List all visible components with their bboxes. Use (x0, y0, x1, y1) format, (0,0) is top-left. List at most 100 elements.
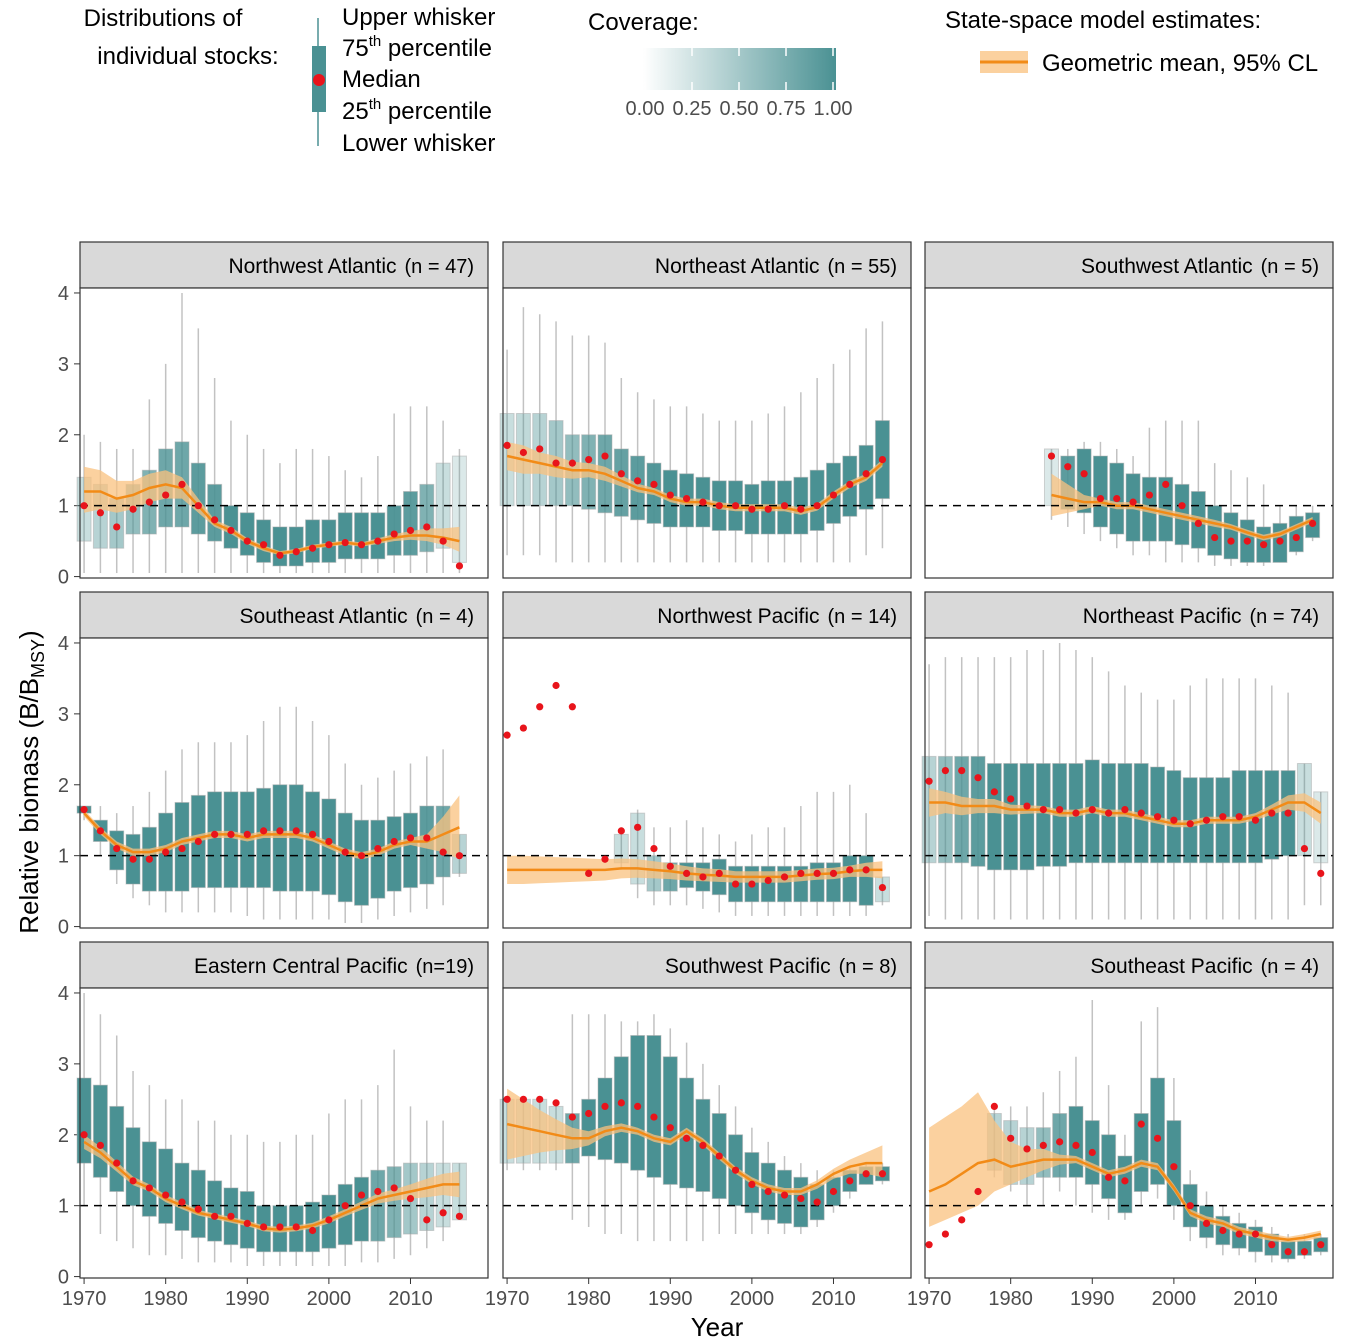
panel-n: (n = 4) (1261, 956, 1319, 978)
median (1292, 533, 1300, 542)
median (439, 537, 447, 545)
x-tick-label: 2010 (811, 1288, 856, 1310)
median (292, 1223, 300, 1231)
panel-title: Northeast Atlantic (655, 255, 820, 278)
box (581, 1098, 597, 1157)
median (211, 830, 219, 839)
y-tick-label: 2 (58, 775, 69, 797)
y-tick-label: 2 (58, 1125, 69, 1147)
x-tick-label: 1990 (1070, 1288, 1115, 1310)
median (683, 1134, 691, 1142)
strip-title: Northwest Pacific (n = 14) (657, 605, 897, 628)
median (1072, 809, 1080, 817)
strip (79, 941, 489, 989)
box (1092, 455, 1108, 528)
median (601, 855, 609, 863)
strip (502, 591, 912, 639)
panel-border (502, 987, 912, 1279)
box (305, 519, 321, 563)
median (990, 788, 998, 796)
median (958, 766, 966, 775)
panel: Northeast Atlantic (n = 55) (499, 241, 912, 579)
median (145, 498, 153, 506)
median (341, 1202, 349, 1210)
median (1309, 519, 1317, 528)
box (239, 512, 255, 556)
median (1047, 452, 1056, 460)
median (423, 834, 431, 842)
median (1056, 805, 1064, 814)
median (699, 498, 707, 506)
median (862, 470, 870, 478)
median (341, 848, 349, 856)
median (601, 452, 609, 460)
median (80, 502, 88, 510)
median (1251, 1230, 1260, 1238)
median (162, 1191, 170, 1199)
median (813, 502, 821, 510)
x-tick-label: 1970 (907, 1288, 952, 1310)
y-tick-label: 0 (58, 1267, 69, 1289)
median (211, 516, 219, 524)
median (1235, 1230, 1243, 1238)
median (846, 1177, 854, 1185)
median (519, 1095, 528, 1103)
median (1219, 1226, 1227, 1235)
panel-border (79, 987, 489, 1279)
median (1137, 1120, 1145, 1128)
legend-title: Distributions of (84, 5, 243, 32)
legend-label: Upper whisker (342, 4, 495, 31)
gm-line (84, 483, 460, 555)
median (1284, 809, 1292, 817)
median (941, 1230, 950, 1238)
box (207, 791, 223, 889)
median (536, 703, 544, 711)
strip (924, 241, 1334, 289)
median (715, 1152, 723, 1160)
panel-background (503, 288, 911, 578)
median (1251, 816, 1260, 824)
median (194, 837, 202, 846)
median (390, 530, 398, 538)
panel-title: Northwest Atlantic (228, 255, 396, 278)
median (390, 1184, 398, 1192)
median (1243, 537, 1251, 545)
box (386, 1166, 402, 1239)
box (354, 512, 370, 560)
median (162, 491, 170, 499)
median (1072, 1141, 1080, 1150)
median (1186, 1202, 1194, 1210)
median (731, 1166, 740, 1174)
median (211, 1212, 219, 1220)
box (141, 1141, 157, 1217)
median (1170, 1163, 1178, 1171)
median (990, 1102, 998, 1111)
median (1317, 869, 1325, 878)
median (974, 1187, 982, 1196)
ci-ribbon (507, 441, 883, 515)
median (145, 855, 153, 863)
median (683, 869, 691, 878)
median (748, 880, 756, 888)
legend-label: 25th percentile (342, 96, 492, 125)
box (842, 855, 858, 903)
y-tick-label: 3 (58, 354, 69, 376)
strip (502, 941, 912, 989)
median (1129, 498, 1137, 506)
median (552, 1099, 560, 1107)
median (1096, 494, 1105, 503)
median (503, 441, 511, 450)
legend-label: Median (342, 66, 421, 93)
ci-ribbon (929, 1092, 1321, 1243)
median (406, 1194, 415, 1203)
median (227, 1212, 235, 1220)
median (731, 880, 740, 888)
panel-n: (n = 8) (839, 956, 897, 978)
median (1039, 1141, 1047, 1150)
median (129, 505, 137, 513)
median (1153, 1134, 1162, 1142)
strip-title: Southwest Atlantic (n = 5) (1081, 255, 1319, 278)
median (178, 480, 186, 489)
median (974, 774, 982, 782)
median (666, 491, 674, 499)
